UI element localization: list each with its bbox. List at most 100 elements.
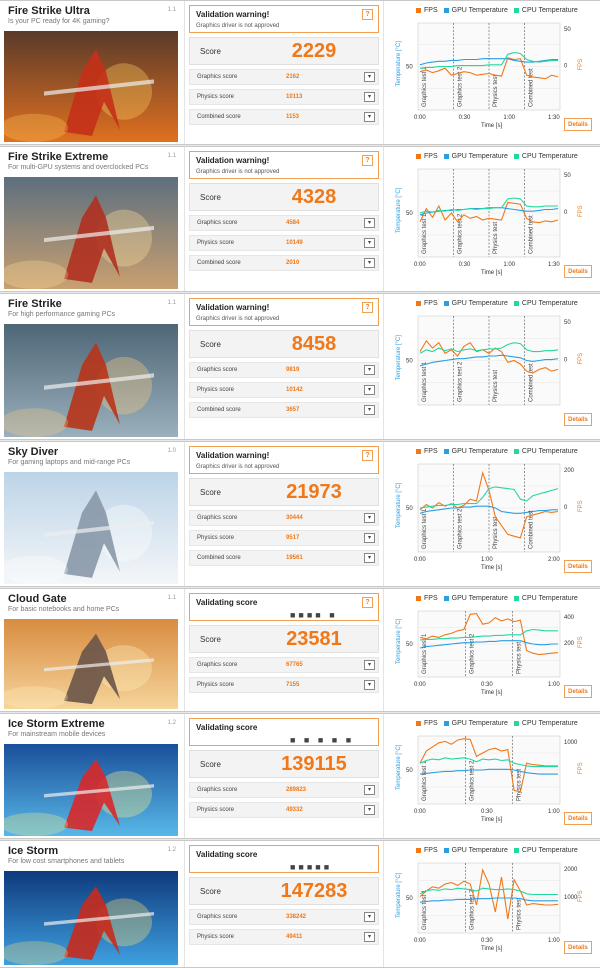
legend-label: GPU Temperature: [451, 448, 508, 455]
validation-box[interactable]: Validating score ■ ■ ■ ■ ■: [189, 718, 379, 746]
segment-label: Graphics test 1: [422, 889, 428, 930]
expand-dropdown-icon[interactable]: ▾: [364, 932, 375, 942]
benchmark-subtitle: For multi-GPU systems and overclocked PC…: [8, 164, 149, 171]
subscore-row[interactable]: Graphics score 4584 ▾: [189, 215, 379, 231]
chart-legend: FPS GPU Temperature CPU Temperature: [410, 448, 578, 455]
benchmark-subtitle: For mainstream mobile devices: [8, 731, 106, 738]
subscore-row[interactable]: Combined score 19561 ▾: [189, 550, 379, 566]
details-button[interactable]: Details: [564, 118, 592, 131]
series-line-1: [419, 505, 558, 514]
expand-dropdown-icon[interactable]: ▾: [364, 553, 375, 563]
benchmark-info: Fire Strike Ultra Is your PC ready for 4K…: [0, 1, 182, 144]
subscore-row[interactable]: Graphics score 289823 ▾: [189, 782, 379, 798]
expand-dropdown-icon[interactable]: ▾: [364, 92, 375, 102]
help-icon[interactable]: ?: [362, 597, 373, 608]
subscore-value: 9819: [286, 367, 300, 373]
subscore-label: Combined score: [197, 555, 241, 561]
legend-swatch: [513, 300, 519, 306]
help-icon[interactable]: ?: [362, 155, 373, 166]
subscore-row[interactable]: Graphics score 338242 ▾: [189, 909, 379, 925]
subscore-value: 289823: [286, 787, 307, 793]
validation-box[interactable]: Validation warning! Graphics driver is no…: [189, 446, 379, 474]
expand-dropdown-icon[interactable]: ▾: [364, 405, 375, 415]
expand-dropdown-icon[interactable]: ▾: [364, 912, 375, 922]
subscore-row[interactable]: Physics score 10149 ▾: [189, 235, 379, 251]
subscore-value: 9517: [286, 535, 300, 541]
benchmark-card: Ice Storm For low cost smartphones and ta…: [0, 840, 600, 968]
details-button[interactable]: Details: [564, 560, 592, 573]
series-line-0: [419, 738, 558, 793]
details-button[interactable]: Details: [564, 941, 592, 954]
subscore-row[interactable]: Combined score 1153 ▾: [189, 109, 379, 125]
legend-swatch: [443, 847, 449, 853]
validation-box[interactable]: Validation warning! Graphics driver is no…: [189, 298, 379, 326]
subscore-row[interactable]: Physics score 49411 ▾: [189, 929, 379, 945]
expand-dropdown-icon[interactable]: ▾: [364, 365, 375, 375]
expand-dropdown-icon[interactable]: ▾: [364, 385, 375, 395]
expand-dropdown-icon[interactable]: ▾: [364, 238, 375, 248]
validation-status: Validation warning!: [196, 451, 270, 460]
y-axis-title-left: Temperature [°C]: [396, 187, 402, 233]
expand-dropdown-icon[interactable]: ▾: [364, 112, 375, 122]
benchmark-version: 1.2: [167, 720, 176, 726]
monitoring-chart: Graphics test 1 Graphics test 2 Physics te…: [396, 168, 584, 276]
subscore-row[interactable]: Graphics score 30444 ▾: [189, 510, 379, 526]
benchmark-title: Fire Strike: [8, 298, 62, 310]
subscore-row[interactable]: Combined score 2010 ▾: [189, 255, 379, 271]
segment-label: Physics test: [493, 517, 499, 549]
expand-dropdown-icon[interactable]: ▾: [364, 805, 375, 815]
benchmark-subtitle: For basic notebooks and home PCs: [8, 606, 120, 613]
expand-dropdown-icon[interactable]: ▾: [364, 218, 375, 228]
expand-dropdown-icon[interactable]: ▾: [364, 680, 375, 690]
subscore-label: Physics score: [197, 682, 235, 688]
subscore-row[interactable]: Combined score 3657 ▾: [189, 402, 379, 418]
help-icon[interactable]: ?: [362, 450, 373, 461]
help-icon[interactable]: ?: [362, 302, 373, 313]
validation-status: Validation warning!: [196, 303, 270, 312]
subscore-row[interactable]: Graphics score 67765 ▾: [189, 657, 379, 673]
subscore-row[interactable]: Physics score 7155 ▾: [189, 677, 379, 693]
series-line-1: [419, 354, 559, 367]
validation-box[interactable]: Validation warning! Graphics driver is no…: [189, 5, 379, 33]
subscore-value: 10149: [286, 240, 303, 246]
validation-box[interactable]: Validating score ■■■■■: [189, 845, 379, 873]
details-button[interactable]: Details: [564, 685, 592, 698]
details-button[interactable]: Details: [564, 265, 592, 278]
thumbnail-image: [4, 744, 178, 836]
segment-label: Graphics test 2: [469, 633, 475, 674]
help-icon[interactable]: ?: [362, 9, 373, 20]
subscore-row[interactable]: Graphics score 2162 ▾: [189, 69, 379, 85]
thumbnail-image: [4, 324, 178, 437]
expand-dropdown-icon[interactable]: ▾: [364, 258, 375, 268]
subscore-row[interactable]: Physics score 9517 ▾: [189, 530, 379, 546]
chart-legend: FPS GPU Temperature CPU Temperature: [410, 153, 578, 160]
expand-dropdown-icon[interactable]: ▾: [364, 660, 375, 670]
segment-label: Combined test: [529, 68, 535, 107]
subscore-value: 2162: [286, 74, 300, 80]
benchmark-version: 1.1: [167, 153, 176, 159]
subscore-row[interactable]: Physics score 49332 ▾: [189, 802, 379, 818]
score-value: 21973: [286, 481, 342, 503]
benchmark-thumbnail: [4, 744, 178, 836]
monitoring-panel: FPS GPU Temperature CPU Temperature Graphic…: [386, 714, 600, 838]
legend-label: FPS: [424, 7, 438, 14]
expand-dropdown-icon[interactable]: ▾: [364, 785, 375, 795]
expand-dropdown-icon[interactable]: ▾: [364, 513, 375, 523]
monitoring-panel: FPS GPU Temperature CPU Temperature Graphic…: [386, 442, 600, 586]
validation-box[interactable]: Validating score ■■■■ ■?: [189, 593, 379, 621]
legend-label: GPU Temperature: [451, 595, 508, 602]
score-label: Score: [200, 635, 221, 644]
score-label: Score: [200, 887, 221, 896]
legend-swatch: [416, 7, 421, 13]
subscore-row[interactable]: Graphics score 9819 ▾: [189, 362, 379, 378]
benchmark-info: Fire Strike Extreme For multi-GPU systems…: [0, 147, 182, 291]
subscore-row[interactable]: Physics score 10142 ▾: [189, 382, 379, 398]
x-tick: 0:30: [481, 938, 493, 944]
expand-dropdown-icon[interactable]: ▾: [364, 533, 375, 543]
validation-box[interactable]: Validation warning! Graphics driver is no…: [189, 151, 379, 179]
benchmark-card: Fire Strike Extreme For multi-GPU systems…: [0, 146, 600, 292]
subscore-row[interactable]: Physics score 10113 ▾: [189, 89, 379, 105]
expand-dropdown-icon[interactable]: ▾: [364, 72, 375, 82]
details-button[interactable]: Details: [564, 413, 592, 426]
details-button[interactable]: Details: [564, 812, 592, 825]
